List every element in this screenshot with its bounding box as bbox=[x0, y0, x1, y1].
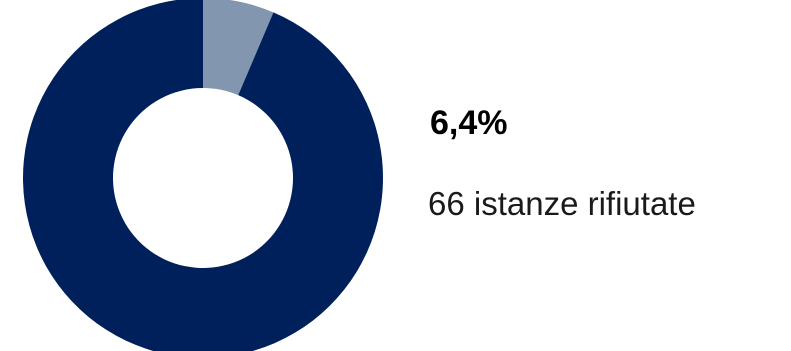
highlight-description-label: 66 istanze rifiutate bbox=[428, 185, 696, 222]
donut-chart bbox=[23, 0, 383, 351]
donut-slice-rifiutate bbox=[203, 0, 274, 96]
donut-slice-altre bbox=[23, 0, 383, 351]
highlight-percentage-label: 6,4% bbox=[430, 104, 508, 142]
